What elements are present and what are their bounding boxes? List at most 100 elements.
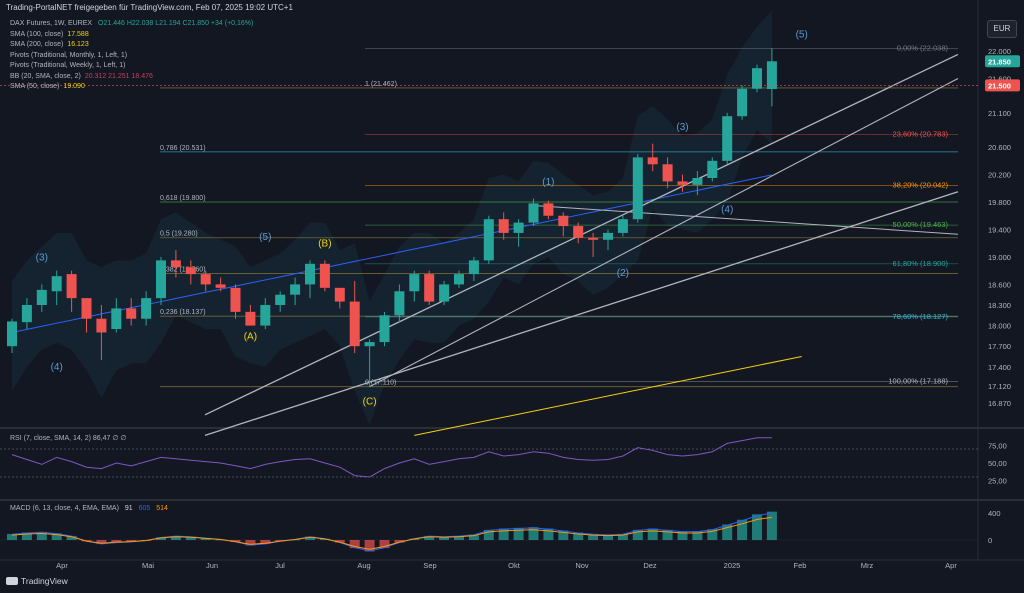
macd-histogram-bar: [543, 528, 554, 540]
macd-histogram-bar: [722, 524, 733, 540]
macd-histogram-bar: [170, 535, 181, 540]
fib-left-label: 1 (21.462): [365, 81, 397, 88]
candle-body: [36, 289, 47, 305]
macd-histogram-bar: [51, 533, 62, 540]
trendline-lower: [204, 191, 959, 437]
candle-body: [543, 203, 554, 216]
legend-row: SMA (100, close) 17.588: [10, 30, 253, 41]
candle-body: [21, 304, 32, 323]
candle-body: [185, 267, 196, 275]
candle-body: [707, 160, 718, 178]
elliott-wave-label: (5): [259, 232, 271, 243]
macd-histogram-bar: [7, 533, 17, 540]
price-axis-tick: 22.000: [988, 47, 1011, 56]
macd-legend: MACD (6, 13, close, 4, EMA, EMA) 91 605 …: [10, 505, 168, 512]
tradingview-logo[interactable]: TradingView: [6, 576, 68, 586]
candle-body: [334, 287, 345, 302]
price-axis-tick: 18.600: [988, 280, 1011, 289]
trendline-channel-lower: [369, 77, 959, 388]
macd-histogram-bar: [766, 511, 777, 540]
elliott-wave-label: (5): [796, 29, 808, 40]
tv-logo-icon: [6, 577, 18, 585]
macd-histogram-bar: [230, 540, 241, 543]
fib-right-label: 23,60% (20.783): [893, 130, 949, 139]
macd-histogram-bar: [156, 537, 166, 540]
last-price-text: 21.850: [988, 57, 1011, 66]
legend-row: SMA (200, close) 16.123: [10, 40, 253, 51]
candle-body: [424, 274, 435, 302]
legend-row: SMA (50, close) 19.090: [10, 82, 253, 93]
fib-left-label: 0,618 (19.800): [160, 195, 206, 202]
footer-brand: TradingView: [21, 576, 68, 586]
candle-body: [439, 284, 450, 302]
candle-body: [662, 164, 673, 182]
candle-body: [141, 298, 152, 319]
candle-body: [528, 203, 539, 223]
price-axis-tick: 18.300: [988, 301, 1011, 310]
price-axis-tick: 19.000: [988, 253, 1011, 262]
macd-histogram-bar: [647, 528, 658, 540]
time-axis-label: Apr: [945, 561, 957, 570]
time-axis-label: Apr: [56, 561, 68, 570]
legend-instrument-row: DAX Futures, 1W, EUREX O21.446 H22.038 L…: [10, 19, 253, 30]
indicator-legend: DAX Futures, 1W, EUREX O21.446 H22.038 L…: [10, 19, 253, 93]
fib-right-label: 78,60% (18.127): [893, 312, 949, 321]
legend-row-value: 20.312 21.251 18.476: [84, 72, 153, 80]
macd-line: [11, 512, 772, 552]
rsi-axis-tick: 50,00: [988, 459, 1007, 468]
macd-histogram-bar: [498, 528, 509, 540]
elliott-wave-label: (4): [51, 362, 63, 373]
candle-body: [96, 318, 107, 333]
legend-row-label: SMA (50, close): [10, 83, 60, 90]
fib-left-label: 0,786 (20.531): [160, 145, 206, 152]
macd-histogram-bar: [260, 540, 271, 545]
macd-value-3: 514: [156, 505, 168, 512]
correction-wave-label: (C): [363, 397, 377, 408]
macd-axis-tick: 0: [988, 536, 992, 545]
macd-histogram-bar: [468, 534, 479, 540]
candle-body: [647, 157, 658, 165]
legend-row-value: 17.588: [67, 30, 89, 38]
macd-histogram-bar: [305, 536, 315, 540]
candle-body: [617, 219, 628, 233]
fib-left-label: 0 (17.110): [365, 380, 396, 387]
candle-body: [349, 301, 360, 347]
fib-left-label: 0,5 (19.280): [160, 231, 198, 238]
last-price-tag: [985, 55, 1020, 68]
macd-histogram-bar: [528, 527, 539, 540]
candle-body: [170, 260, 181, 268]
macd-histogram-bar: [96, 540, 107, 545]
candle-body: [126, 308, 137, 319]
candle-body: [513, 222, 524, 233]
macd-histogram-bar: [424, 535, 435, 540]
currency-button[interactable]: EUR: [987, 20, 1017, 38]
time-axis-label: Okt: [508, 561, 521, 570]
candle-body: [215, 284, 226, 288]
candle-body: [230, 287, 241, 312]
time-axis-label: Mrz: [861, 561, 874, 570]
legend-row-label: Pivots (Traditional, Weekly, 1, Left, 1): [10, 62, 126, 69]
chart-header-title: Trading-PortalNET freigegeben für Tradin…: [6, 3, 293, 12]
legend-row-label: Pivots (Traditional, Monthly, 1, Left, 1…: [10, 51, 128, 59]
macd-value-2: 605: [138, 505, 151, 512]
macd-histogram-bar: [617, 533, 628, 540]
candle-body: [737, 88, 748, 117]
price-axis-tick: 17.700: [988, 342, 1011, 351]
candle-body: [245, 311, 256, 326]
price-axis-tick: 20.600: [988, 143, 1011, 152]
fib-right-label: 38,20% (20.042): [893, 180, 949, 189]
macd-axis-tick: 400: [988, 509, 1001, 518]
macd-histogram-bar: [454, 535, 464, 540]
candle-body: [468, 260, 479, 275]
macd-signal-line: [11, 516, 772, 550]
candle-body: [558, 215, 569, 227]
macd-histogram-bar: [126, 540, 137, 543]
price-axis-tick: 17.400: [988, 363, 1011, 372]
rsi-axis-tick: 75,00: [988, 442, 1007, 451]
elliott-wave-label: (1): [542, 177, 554, 188]
elliott-wave-label: (3): [36, 252, 48, 263]
candle-body: [319, 263, 330, 288]
instrument-name: DAX Futures, 1W, EUREX: [10, 20, 93, 27]
macd-histogram-bar: [334, 540, 345, 543]
